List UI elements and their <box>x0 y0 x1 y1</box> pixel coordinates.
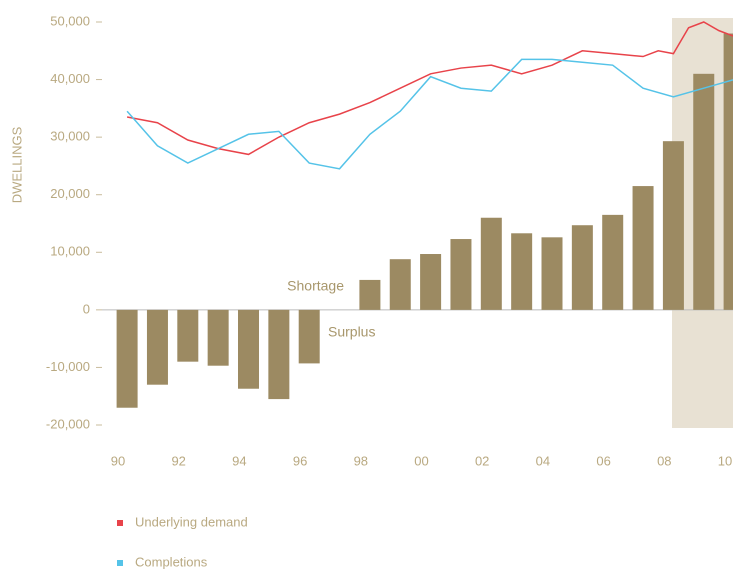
x-tick-label: 94 <box>232 453 246 468</box>
bar <box>298 309 320 364</box>
legend-label: Completions <box>135 554 208 569</box>
y-tick-label: 0 <box>83 301 90 316</box>
bar <box>268 309 290 400</box>
x-tick-label: 06 <box>596 453 610 468</box>
bar <box>177 309 199 362</box>
x-tick-label: 04 <box>536 453 550 468</box>
annotation: Shortage <box>287 278 344 294</box>
bar <box>207 309 229 366</box>
y-tick-label: -10,000 <box>46 359 90 374</box>
x-tick-label: 96 <box>293 453 307 468</box>
bar <box>571 225 593 310</box>
y-axis-label: DWELLINGS <box>9 126 24 203</box>
bar <box>389 259 411 310</box>
y-tick-label: 40,000 <box>50 71 90 86</box>
line <box>126 58 733 170</box>
x-tick-label: 90 <box>111 453 125 468</box>
bar <box>359 279 381 310</box>
bar <box>116 309 138 408</box>
bar <box>420 254 442 310</box>
bar <box>723 33 733 310</box>
bar <box>602 214 624 310</box>
y-tick-label: 10,000 <box>50 244 90 259</box>
bar <box>480 217 502 310</box>
annotation: Surplus <box>328 324 375 340</box>
bar <box>541 237 563 310</box>
bar <box>511 233 533 310</box>
x-tick-label: 10 <box>718 453 732 468</box>
x-tick-label: 00 <box>414 453 428 468</box>
bar <box>238 309 260 389</box>
bar <box>662 141 684 310</box>
x-tick-label: 92 <box>171 453 185 468</box>
y-tick-label: 50,000 <box>50 13 90 28</box>
legend-label: Underlying demand <box>135 514 248 529</box>
x-tick-label: 98 <box>354 453 368 468</box>
bar <box>450 239 472 310</box>
legend-swatch <box>117 520 123 526</box>
x-tick-label: 08 <box>657 453 671 468</box>
bar <box>146 309 168 385</box>
y-tick-label: 30,000 <box>50 129 90 144</box>
bar <box>693 73 715 310</box>
y-tick-label: 20,000 <box>50 186 90 201</box>
bar <box>632 186 654 310</box>
legend-swatch <box>117 560 123 566</box>
y-tick-label: -20,000 <box>46 416 90 431</box>
line <box>126 21 733 156</box>
x-tick-label: 02 <box>475 453 489 468</box>
